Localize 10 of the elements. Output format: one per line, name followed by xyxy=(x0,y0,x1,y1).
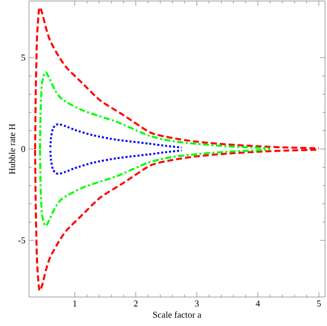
x-tick-label: 3 xyxy=(195,300,199,307)
x-tick-label: 1 xyxy=(73,300,76,306)
x-tick-label: 5 xyxy=(317,300,321,306)
x-tick-label: 2 xyxy=(134,300,138,306)
y-tick-label: 0 xyxy=(21,146,26,152)
x-tick-label: 4 xyxy=(256,300,260,306)
y-tick-label: -5 xyxy=(18,237,26,244)
y-axis-title: Hubble rate H xyxy=(8,124,16,174)
y-tick-label: 5 xyxy=(22,54,26,61)
x-axis-title: Scale factor a xyxy=(153,311,202,318)
